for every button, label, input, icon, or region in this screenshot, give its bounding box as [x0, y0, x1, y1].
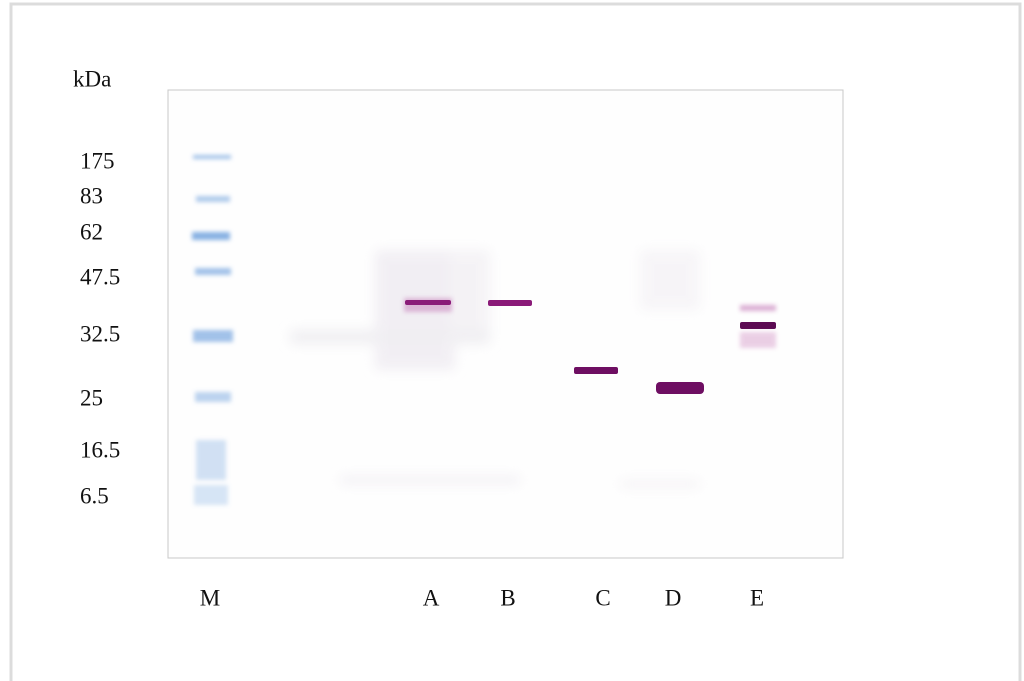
marker-label: 47.5 [80, 264, 120, 289]
marker-label: 25 [80, 385, 103, 410]
marker-label: 32.5 [80, 321, 120, 346]
figure: kDa 175 83 62 47.5 32.5 25 16.5 6.5 M A B C D E [0, 0, 1024, 681]
marker-label: 16.5 [80, 437, 120, 462]
marker-label: 175 [80, 148, 115, 173]
lane-label: E [750, 585, 764, 610]
page: kDa 175836247.532.52516.56.5MABCDE (() =… [0, 0, 1024, 681]
marker-label: 6.5 [80, 483, 109, 508]
marker-label: 62 [80, 219, 103, 244]
marker-label: 83 [80, 183, 103, 208]
lane-label: A [423, 585, 440, 610]
lane-label: C [595, 585, 610, 610]
lane-label: B [500, 585, 515, 610]
lane-label: M [200, 585, 220, 610]
axis-label: kDa [73, 66, 111, 91]
lane-label: D [665, 585, 682, 610]
